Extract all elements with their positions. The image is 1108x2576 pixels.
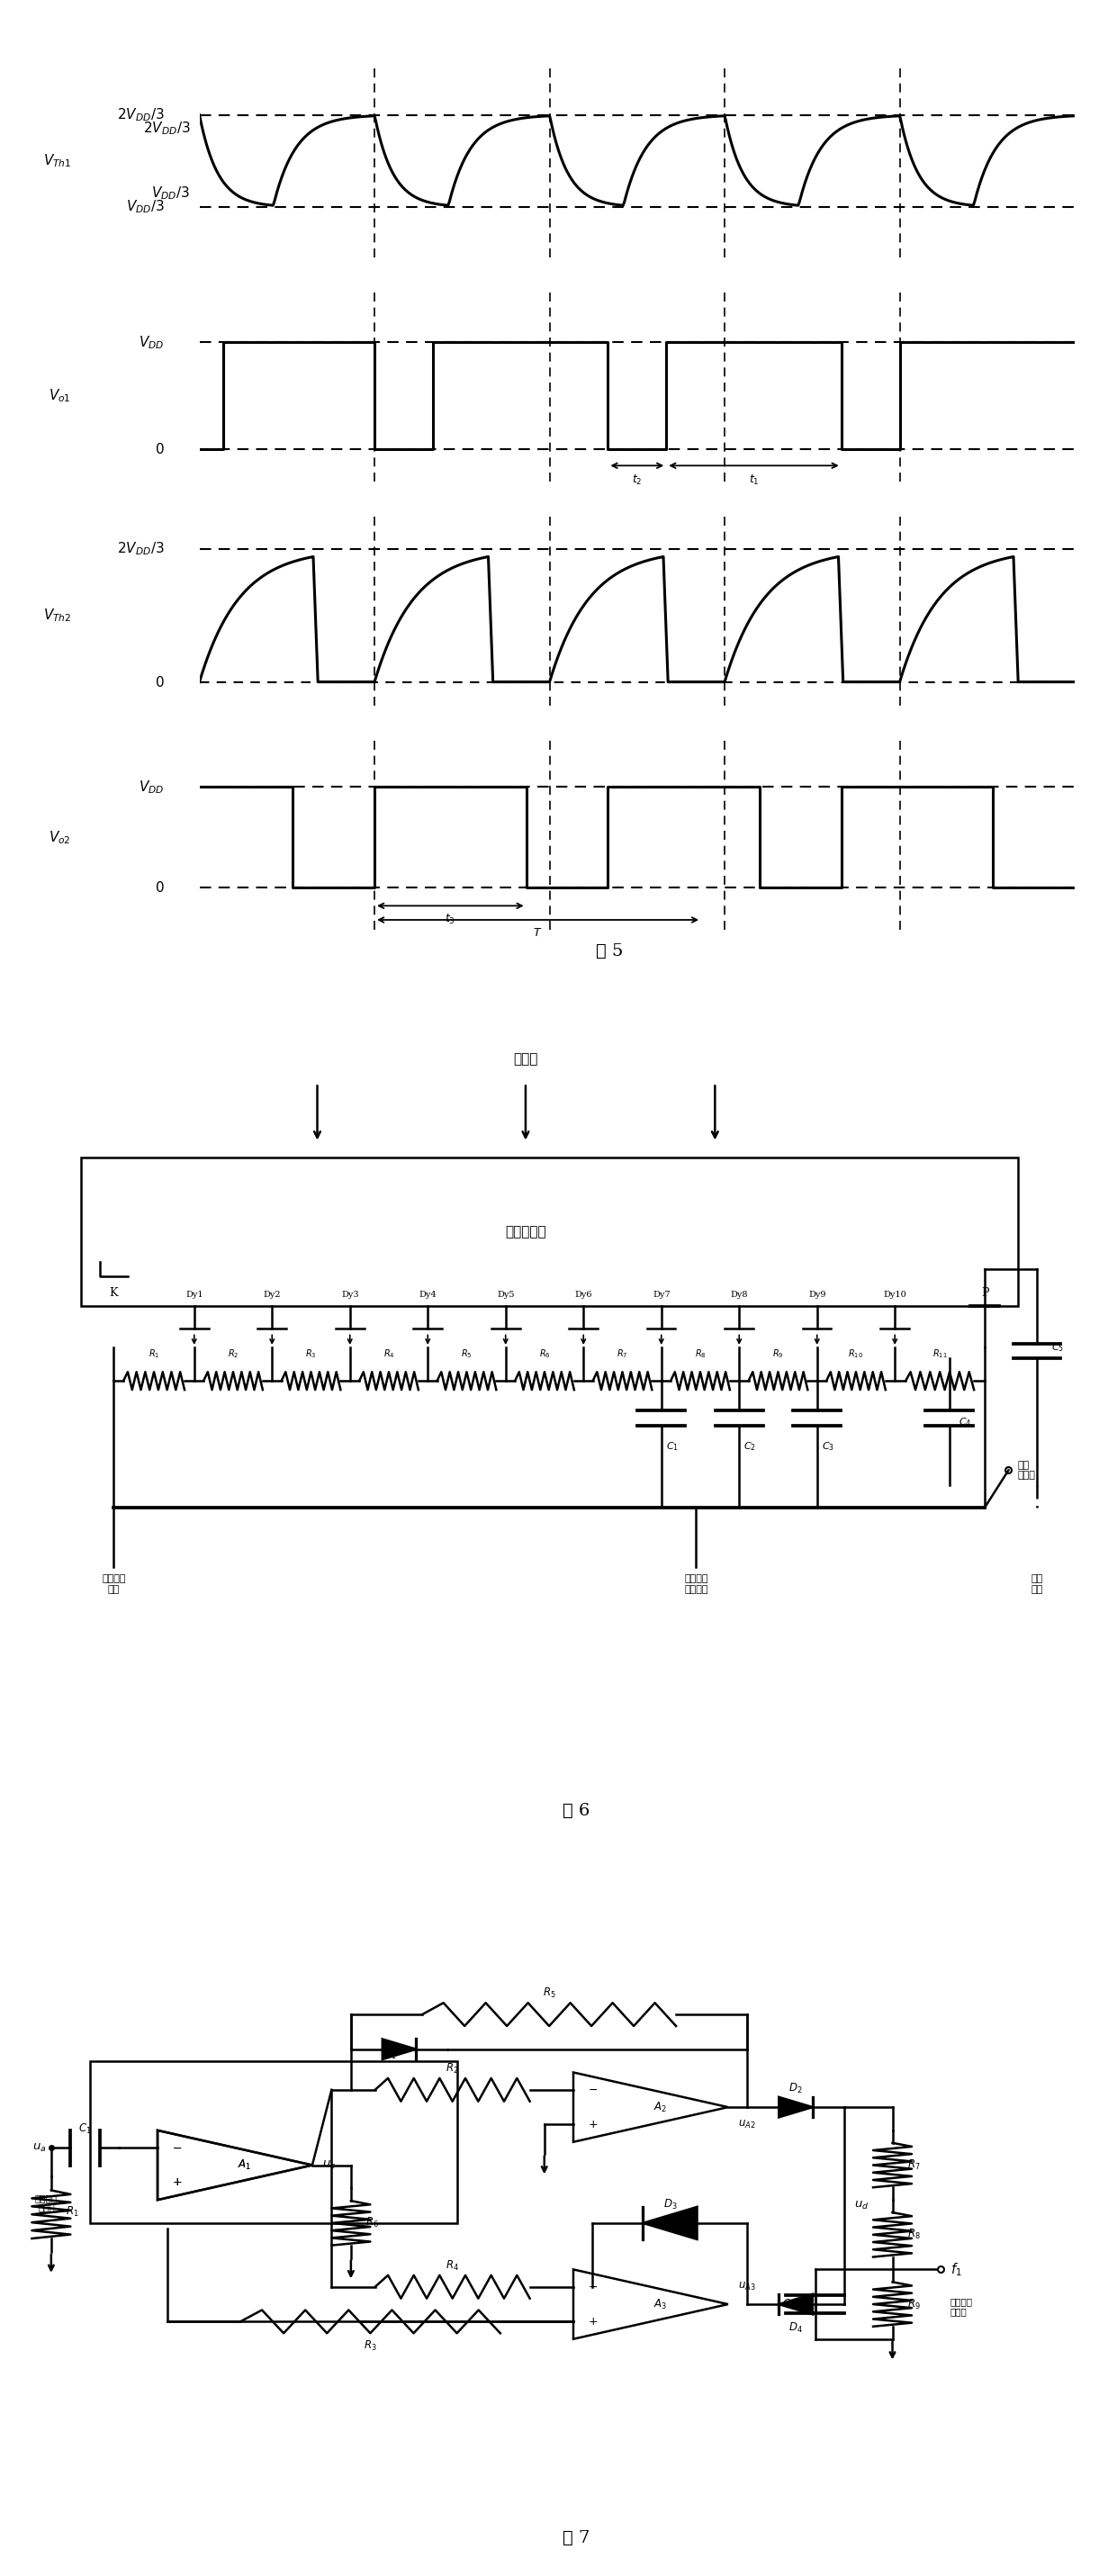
Polygon shape [643,2208,697,2239]
Text: $D_3$: $D_3$ [663,2197,677,2210]
Text: $R_1$: $R_1$ [65,2205,79,2218]
Bar [90,2061,458,2223]
Text: Dy5: Dy5 [496,1291,514,1298]
Text: 入射光: 入射光 [513,1054,537,1066]
Text: $R_{1}$: $R_{1}$ [148,1347,160,1360]
Text: $V_{DD}$: $V_{DD}$ [138,778,164,796]
Text: $A_2$: $A_2$ [654,2099,667,2115]
Text: $+$: $+$ [588,2316,598,2329]
Text: Dy10: Dy10 [883,1291,906,1298]
Text: $2V_{DD}/3$: $2V_{DD}/3$ [117,106,164,124]
Polygon shape [779,2295,812,2313]
Text: $f_1$: $f_1$ [951,2262,962,2277]
Text: $t_1$: $t_1$ [749,474,759,487]
Text: 电源供应
地端: 电源供应 地端 [102,1574,125,1595]
Text: $u_{A3}$: $u_{A3}$ [738,2280,756,2293]
Text: $A_1$: $A_1$ [238,2159,252,2172]
Text: $C_4$: $C_4$ [958,1417,972,1427]
Text: Dy8: Dy8 [730,1291,748,1298]
Text: $u_{A2}$: $u_{A2}$ [738,2117,756,2130]
Text: 图 5: 图 5 [596,943,623,958]
Text: $R_9$: $R_9$ [907,2298,921,2311]
Text: Dy2: Dy2 [264,1291,281,1298]
Text: $V_{Th2}$: $V_{Th2}$ [43,608,71,623]
Text: $A_1$: $A_1$ [238,2159,252,2172]
Text: 信号
输出端: 信号 输出端 [1018,1461,1036,1481]
Text: $+$: $+$ [588,2117,598,2130]
Text: $R_{4}$: $R_{4}$ [383,1347,394,1360]
Text: $u_c$: $u_c$ [322,2159,336,2172]
Text: $C_2$: $C_2$ [743,1440,757,1453]
Text: Dy7: Dy7 [653,1291,670,1298]
Text: Dy9: Dy9 [808,1291,825,1298]
Text: Dy6: Dy6 [575,1291,593,1298]
Text: $-$: $-$ [588,2084,598,2097]
Text: $u_d$: $u_d$ [854,2200,869,2213]
Text: $R_2$: $R_2$ [445,2061,459,2076]
Text: $R_{6}$: $R_{6}$ [538,1347,551,1360]
Text: $R_{5}$: $R_{5}$ [461,1347,472,1360]
Text: $R_6$: $R_6$ [366,2215,379,2231]
Text: $-$: $-$ [588,2280,598,2293]
Text: $R_3$: $R_3$ [363,2339,377,2352]
Text: $R_4$: $R_4$ [445,2259,459,2272]
Text: $0$: $0$ [155,881,164,894]
Text: $R_5$: $R_5$ [543,1986,556,1999]
Text: $R_{10}$: $R_{10}$ [849,1347,863,1360]
Text: $D_4$: $D_4$ [789,2321,803,2336]
Text: 滴流信号
输出端: 滴流信号 输出端 [951,2298,973,2316]
Text: $+$: $+$ [172,2177,182,2190]
Text: $0$: $0$ [155,675,164,690]
Text: P: P [981,1288,988,1298]
Text: $C_1$: $C_1$ [79,2123,92,2136]
Text: $R_{7}$: $R_{7}$ [617,1347,628,1360]
Text: $R_7$: $R_7$ [907,2159,920,2172]
Text: $D_1$: $D_1$ [382,2048,397,2061]
Text: K: K [110,1288,117,1298]
Text: Dy3: Dy3 [341,1291,359,1298]
Text: $t_3$: $t_3$ [445,912,455,927]
Text: $2V_{DD}/3$: $2V_{DD}/3$ [143,121,191,137]
Text: 光电倍增管: 光电倍增管 [505,1226,546,1239]
Text: $T$: $T$ [533,927,543,938]
Text: $V_{o2}$: $V_{o2}$ [49,829,71,845]
Text: Dy1: Dy1 [185,1291,203,1298]
Text: 信号
地端: 信号 地端 [1030,1574,1043,1595]
Text: $R_{3}$: $R_{3}$ [306,1347,317,1360]
Text: $V_{DD}$: $V_{DD}$ [138,335,164,350]
Text: $R_{8}$: $R_{8}$ [695,1347,706,1360]
Bar [81,1157,1018,1306]
Text: $t_2$: $t_2$ [632,474,643,487]
Text: $A_3$: $A_3$ [654,2298,667,2311]
Polygon shape [779,2097,812,2117]
Text: $V_{Th1}$: $V_{Th1}$ [43,152,71,170]
Text: $R_{9}$: $R_{9}$ [772,1347,783,1360]
Text: $0$: $0$ [155,443,164,456]
Polygon shape [382,2040,417,2058]
Text: $R_{2}$: $R_{2}$ [227,1347,238,1360]
Text: $C_2$: $C_2$ [782,2298,796,2311]
Text: $R_{11}$: $R_{11}$ [932,1347,947,1360]
Text: Dy4: Dy4 [419,1291,437,1298]
Text: $V_{DD}/3$: $V_{DD}/3$ [126,198,164,216]
Text: $C_5$: $C_5$ [1051,1342,1064,1352]
Text: $-$: $-$ [172,2141,182,2154]
Text: 放大信号
输入端: 放大信号 输入端 [35,2195,58,2213]
Text: $D_2$: $D_2$ [789,2081,802,2097]
Text: $R_8$: $R_8$ [907,2228,921,2241]
Text: $V_{DD}/3$: $V_{DD}/3$ [152,185,191,201]
Text: 图 6: 图 6 [563,1803,589,1819]
Text: $+$: $+$ [172,2177,182,2190]
Text: $C_1$: $C_1$ [666,1440,678,1453]
Text: $C_3$: $C_3$ [822,1440,834,1453]
Text: 电源供应
正高压端: 电源供应 正高压端 [684,1574,708,1595]
Text: $2V_{DD}/3$: $2V_{DD}/3$ [117,541,164,556]
Text: $V_{o1}$: $V_{o1}$ [49,386,71,404]
Text: $u_a$: $u_a$ [32,2141,47,2154]
Text: 图 7: 图 7 [563,2530,589,2545]
Text: $-$: $-$ [172,2141,182,2154]
